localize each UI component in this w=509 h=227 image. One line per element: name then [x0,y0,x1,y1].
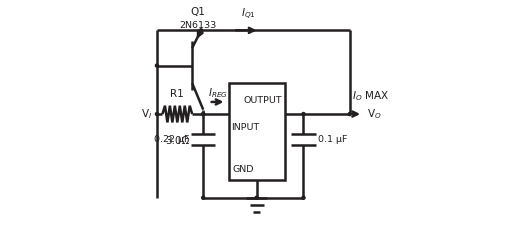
Text: Q1: Q1 [190,7,205,17]
Circle shape [254,196,258,199]
Text: V$_O$: V$_O$ [366,107,381,121]
Bar [228,83,284,180]
Circle shape [201,196,205,199]
Circle shape [199,29,202,32]
Text: GND: GND [233,165,254,174]
Circle shape [301,113,304,116]
Circle shape [348,113,351,116]
Circle shape [155,113,158,116]
Text: 2N6133: 2N6133 [179,21,216,30]
Text: $I_{Q1}$: $I_{Q1}$ [241,6,256,22]
Text: R1: R1 [170,89,184,99]
Text: 3.0Ω: 3.0Ω [165,136,189,146]
Circle shape [201,113,205,116]
Text: OUTPUT: OUTPUT [243,96,282,105]
Circle shape [155,64,158,67]
Text: $I_{REG}$: $I_{REG}$ [207,86,227,100]
Circle shape [201,113,205,116]
Text: INPUT: INPUT [230,123,259,132]
Text: V$_I$: V$_I$ [141,107,152,121]
Circle shape [301,196,304,199]
Text: 0.22 μF: 0.22 μF [153,135,188,144]
Text: 0.1 μF: 0.1 μF [317,135,347,144]
Text: $I_O$ MAX: $I_O$ MAX [351,89,388,103]
